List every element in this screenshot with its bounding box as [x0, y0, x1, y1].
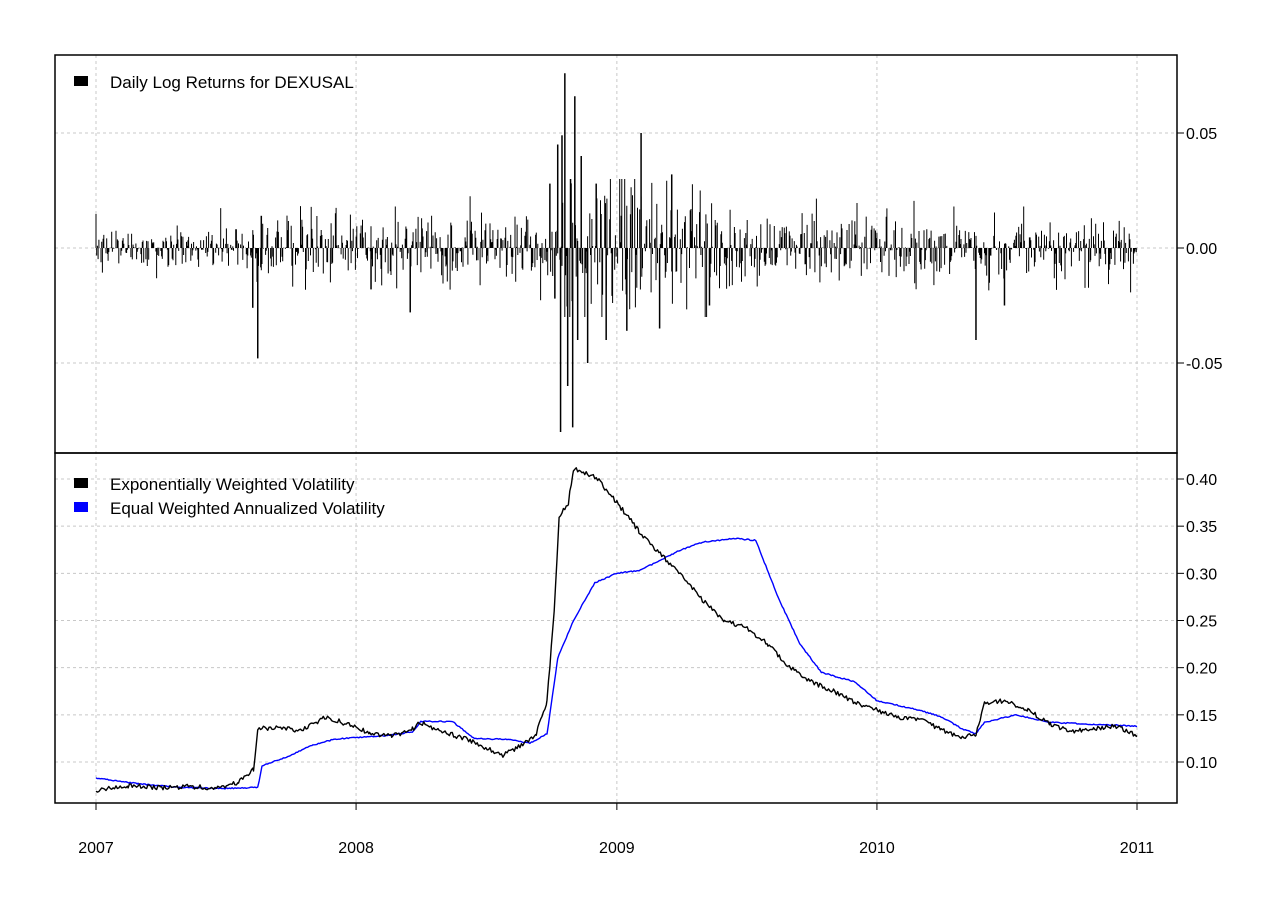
y-tick-label: 0.25 — [1186, 614, 1217, 631]
legend-swatch-returns — [74, 76, 88, 86]
returns-bars — [95, 179, 1137, 317]
bottom-panel-frame — [54, 452, 1178, 804]
grid-lines — [55, 55, 1177, 803]
x-tick-label: 2010 — [859, 840, 895, 857]
y-tick-label: 0.00 — [1186, 241, 1217, 258]
ewma-line — [95, 467, 1138, 793]
legend-swatch-equal — [74, 502, 88, 512]
legend-label-returns: Daily Log Returns for DEXUSAL — [110, 73, 354, 92]
top-legend: Daily Log Returns for DEXUSAL — [74, 73, 354, 92]
x-tick-label: 2008 — [338, 840, 374, 857]
x-tick-label: 2007 — [78, 840, 114, 857]
returns-series — [95, 73, 1137, 432]
x-tick-label: 2009 — [599, 840, 635, 857]
y-tick-label: -0.05 — [1186, 356, 1223, 373]
x-axis: 2007 2008 2009 2010 2011 — [78, 803, 1154, 857]
legend-label-equal: Equal Weighted Annualized Volatility — [110, 499, 385, 518]
bottom-y-axis: 0.40 0.35 0.30 0.25 0.20 0.15 0.10 — [1177, 472, 1217, 772]
bottom-legend: Exponentially Weighted Volatility Equal … — [74, 475, 385, 518]
y-tick-label: 0.40 — [1186, 472, 1217, 489]
y-tick-label: 0.20 — [1186, 661, 1217, 678]
y-tick-label: 0.35 — [1186, 519, 1217, 536]
volatility-series — [95, 467, 1138, 793]
y-tick-label: 0.15 — [1186, 708, 1217, 725]
y-tick-label: 0.30 — [1186, 566, 1217, 583]
equal-weighted-line — [95, 537, 1138, 790]
y-tick-label: 0.10 — [1186, 755, 1217, 772]
top-y-axis: 0.05 0.00 -0.05 — [1177, 126, 1223, 373]
legend-swatch-ewma — [74, 478, 88, 488]
legend-label-ewma: Exponentially Weighted Volatility — [110, 475, 355, 494]
y-tick-label: 0.05 — [1186, 126, 1217, 143]
x-tick-label: 2011 — [1120, 840, 1155, 857]
